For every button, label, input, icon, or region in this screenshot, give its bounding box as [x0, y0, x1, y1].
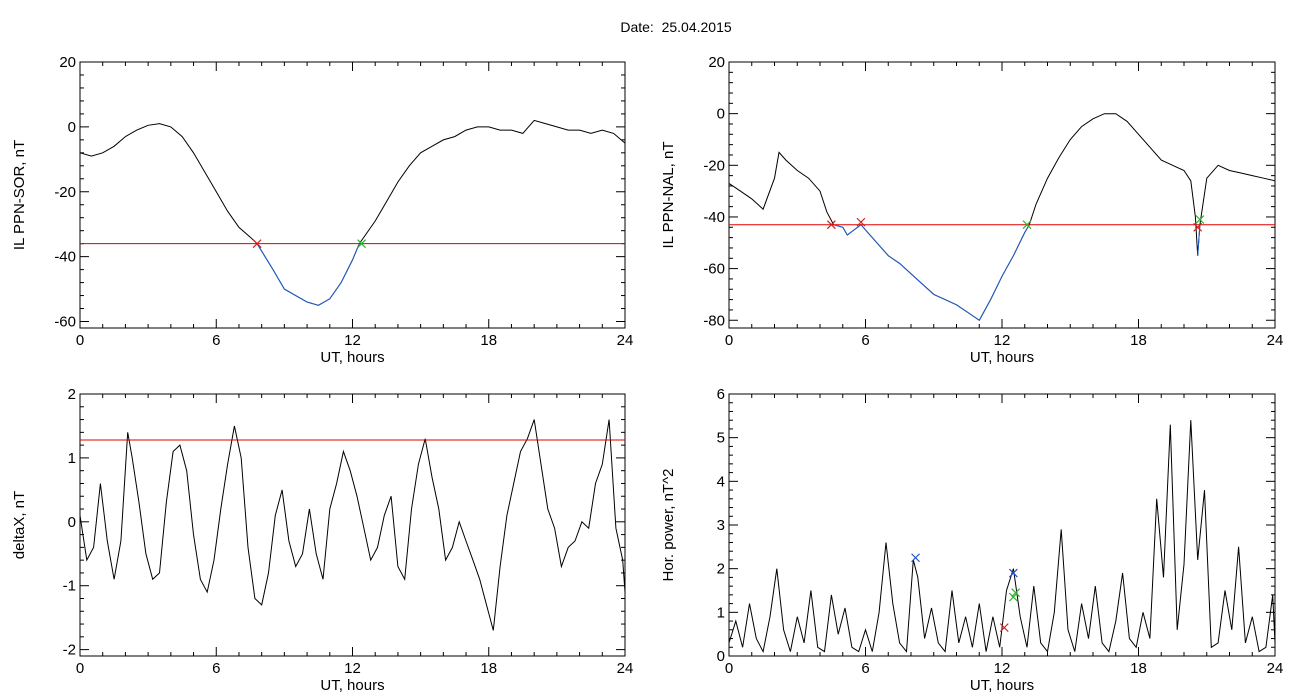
cross-marker — [252, 239, 262, 249]
x-tick-label: 12 — [344, 332, 361, 349]
page-title: Date: 25.04.2015 — [620, 19, 732, 35]
x-tick-label: 0 — [725, 332, 733, 349]
y-tick-label: 0 — [717, 648, 725, 665]
panel-ppn-nal: 0 6 12 18 24 -80 -60 -40 -20 0 20 UT, hours IL PPN-N… — [660, 54, 1283, 366]
x-tick-label: 6 — [212, 660, 220, 677]
y-tick-label: 4 — [717, 473, 725, 490]
cross-marker — [999, 623, 1009, 633]
y-tick-label: -20 — [703, 157, 725, 174]
y-tick-label: -1 — [63, 578, 76, 595]
x-tick-label: 6 — [861, 660, 869, 677]
panel-ppn-sor: 0 6 12 18 24 -60 -40 -20 0 20 UT, hours IL PPN-SOR,… — [11, 54, 633, 366]
cross-marker — [1193, 222, 1203, 232]
series-line — [79, 419, 626, 631]
y-tick-label: 6 — [717, 386, 725, 403]
y-tick-label: 5 — [717, 430, 725, 447]
y-axis-label: Hor. power, nT^2 — [660, 469, 677, 582]
y-tick-label: 0 — [68, 119, 76, 136]
y-tick-label: -20 — [54, 184, 76, 201]
series-below-threshold — [833, 224, 1030, 322]
cross-marker — [856, 217, 866, 227]
y-tick-label: -40 — [703, 209, 725, 226]
cross-marker — [1022, 220, 1032, 230]
y-tick-label: 20 — [708, 54, 725, 71]
cross-marker — [1011, 588, 1021, 598]
y-axis-label: IL PPN-NAL, nT — [660, 142, 677, 249]
y-tick-label: -60 — [703, 261, 725, 278]
cross-marker — [357, 239, 367, 249]
y-tick-label: -40 — [54, 249, 76, 266]
series-line — [728, 113, 1276, 322]
cross-marker — [1195, 215, 1205, 224]
x-axis-label: UT, hours — [320, 677, 384, 694]
x-axis-label: UT, hours — [970, 349, 1034, 366]
x-tick-label: 24 — [617, 660, 634, 677]
x-tick-label: 24 — [1267, 332, 1284, 349]
y-tick-label: 1 — [68, 450, 76, 467]
y-axis-label: deltaX, nT — [11, 491, 28, 559]
x-tick-label: 12 — [344, 660, 361, 677]
plot-frame — [728, 393, 1276, 657]
x-axis-label: UT, hours — [320, 349, 384, 366]
y-tick-label: -80 — [703, 312, 725, 329]
cross-marker — [911, 553, 920, 563]
x-tick-label: 6 — [212, 332, 220, 349]
x-tick-label: 0 — [725, 660, 733, 677]
x-tick-label: 12 — [994, 660, 1011, 677]
cross-marker — [1008, 568, 1018, 578]
plot-frame — [79, 393, 626, 657]
x-tick-label: 0 — [76, 332, 84, 349]
plot-frame — [79, 61, 626, 329]
y-tick-label: -60 — [54, 314, 76, 331]
y-axis-label: IL PPN-SOR, nT — [11, 140, 28, 250]
x-tick-label: 18 — [480, 660, 497, 677]
series-line — [79, 119, 626, 306]
x-tick-label: 24 — [617, 332, 634, 349]
series-line — [728, 420, 1276, 654]
y-tick-label: 0 — [68, 514, 76, 531]
cross-marker — [826, 220, 836, 230]
x-tick-label: 18 — [1130, 660, 1147, 677]
x-tick-label: 18 — [480, 332, 497, 349]
y-tick-label: 1 — [717, 604, 725, 621]
x-tick-label: 24 — [1267, 660, 1284, 677]
x-tick-label: 6 — [861, 332, 869, 349]
x-tick-label: 12 — [994, 332, 1011, 349]
y-tick-label: 0 — [717, 106, 725, 123]
x-tick-label: 0 — [76, 660, 84, 677]
y-tick-label: 3 — [717, 517, 725, 534]
series-below-threshold — [256, 243, 360, 306]
x-tick-label: 18 — [1130, 332, 1147, 349]
cross-marker — [1008, 592, 1018, 602]
y-tick-label: 20 — [59, 54, 76, 71]
y-tick-label: 2 — [68, 386, 76, 403]
y-tick-label: 2 — [717, 561, 725, 578]
x-axis-label: UT, hours — [970, 677, 1034, 694]
y-tick-label: -2 — [63, 642, 76, 659]
